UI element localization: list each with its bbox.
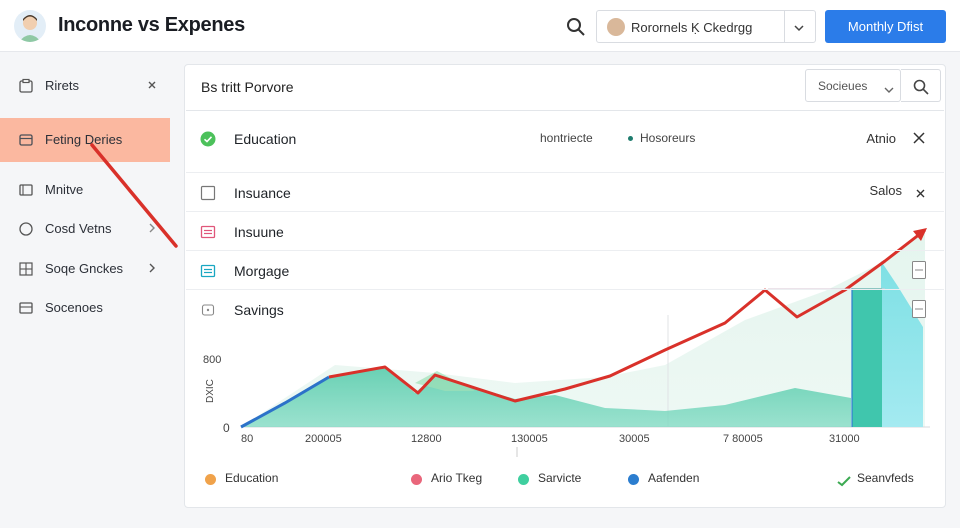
legend-dot: [518, 474, 529, 485]
legend-dot: [628, 474, 639, 485]
legend-label: Seanvfeds: [857, 471, 914, 485]
grid-icon: [18, 261, 34, 277]
app-title: Inconne vs Expenes: [58, 14, 245, 36]
legend-label: Sarvicte: [538, 471, 582, 485]
list-row-savings[interactable]: Savings: [186, 289, 944, 329]
row-label: Morgage: [234, 263, 290, 279]
row-meta: hontriecte: [540, 131, 593, 145]
blue-edge: [240, 375, 330, 429]
chevron-down-icon: [884, 82, 894, 93]
y-axis-label: DXIC: [205, 379, 216, 403]
area-cyan: [881, 261, 923, 427]
y-tick-label: 0: [223, 421, 230, 435]
box-icon: [200, 302, 216, 318]
chevron-down-icon[interactable]: [793, 21, 805, 33]
search-icon: [913, 79, 929, 95]
check-icon: [837, 474, 851, 487]
clipboard-icon: [18, 78, 34, 94]
row-action-text[interactable]: Atnio: [866, 131, 896, 146]
filter-select[interactable]: Socieues: [805, 69, 901, 102]
pink-card-icon: [200, 224, 216, 240]
sidebar-item-label: Rirets: [45, 78, 79, 93]
list-icon: [18, 300, 34, 316]
sidebar-item-cosd-vetns[interactable]: Cosd Vetns: [0, 207, 170, 251]
sidebar-item-label: Feting Deries: [45, 132, 123, 147]
check-circle-icon: [200, 131, 216, 147]
x-tick-label: 80: [241, 433, 253, 445]
filter-select-value: Socieues: [818, 79, 868, 93]
list-row-insuance[interactable]: Insuance Salos: [186, 172, 944, 212]
legend-label: Ario Tkeg: [431, 471, 483, 485]
divider: [784, 11, 785, 42]
note-icon[interactable]: [912, 261, 926, 279]
close-icon[interactable]: [146, 78, 158, 90]
sidebar-item-label: Socenoes: [45, 300, 103, 315]
legend-label: Education: [225, 471, 279, 485]
user-selector[interactable]: Rorornels Ḳ Ckedrgg: [596, 10, 816, 43]
row-meta: Hosoreurs: [640, 131, 696, 145]
row-label: Savings: [234, 302, 284, 318]
search-icon[interactable]: [565, 16, 587, 38]
checkbox-icon[interactable]: [200, 185, 216, 201]
close-icon[interactable]: [915, 186, 926, 198]
legend-label: Aafenden: [648, 471, 700, 485]
list-row-education[interactable]: Education hontriecte Hosoreurs Atnio: [186, 110, 944, 172]
y-tick-label: 800: [203, 354, 221, 366]
x-tick-label: 30005: [619, 433, 650, 445]
row-label: Insuance: [234, 185, 291, 201]
sidebar-item-soqe-gnckes[interactable]: Soqe Gnckes: [0, 247, 170, 291]
sidebar-item-socenoes[interactable]: Socenoes: [0, 286, 170, 330]
sidebar-item-rirets[interactable]: Rirets: [0, 64, 170, 108]
close-icon[interactable]: [912, 131, 926, 145]
chevron-right-icon[interactable]: [146, 261, 158, 273]
sidebar-item-mnitve[interactable]: Mnitve: [0, 168, 170, 212]
area-green-wedge: [415, 371, 475, 391]
area-teal: [241, 367, 851, 427]
user-avatar-icon: [607, 18, 625, 36]
area-light: [241, 230, 925, 427]
x-tick-label: 130005: [511, 433, 548, 445]
area-teal-column: [852, 288, 882, 427]
circle-icon: [18, 221, 34, 237]
chevron-right-icon[interactable]: [146, 221, 158, 233]
row-label: Insuune: [234, 224, 284, 240]
note-icon[interactable]: [912, 300, 926, 318]
trend-line: [328, 228, 926, 403]
avatar[interactable]: [14, 10, 46, 42]
row-label: Education: [234, 131, 297, 147]
sidebar: Rirets Feting Deries Mnitve Cosd Vetns S…: [0, 52, 170, 528]
sidebar-item-label: Mnitve: [45, 182, 84, 197]
folder-icon: [18, 182, 34, 198]
search-button[interactable]: [901, 69, 941, 102]
teal-card-icon: [200, 263, 216, 279]
legend-dot: [411, 474, 422, 485]
list-row-morgage[interactable]: Morgage: [186, 250, 944, 290]
main-card: Bs tritt Porvore Socieues: [184, 64, 946, 508]
status-dot: [628, 136, 633, 141]
trend-arrow-icon: [913, 228, 927, 241]
monthly-button[interactable]: Monthly Dfist: [825, 10, 946, 43]
wallet-icon: [18, 132, 34, 148]
x-tick-label: 12800: [411, 433, 442, 445]
x-tick-label: 7 80005: [723, 433, 763, 445]
chart-legend: Education Ario Tkeg Sarvicte Aafenden Se…: [185, 470, 945, 492]
user-name: Rorornels Ḳ Ckedrgg: [631, 20, 753, 35]
x-tick-label: 31000: [829, 433, 860, 445]
app-header: Inconne vs Expenes Rorornels Ḳ Ckedrgg M…: [0, 0, 960, 52]
row-action-text[interactable]: Salos: [869, 183, 902, 198]
sidebar-item-feting-deries[interactable]: Feting Deries: [0, 118, 170, 162]
x-tick-label: 200005: [305, 433, 342, 445]
sidebar-item-label: Soqe Gnckes: [45, 261, 124, 276]
list-row-insuune[interactable]: Insuune: [186, 211, 944, 251]
legend-dot: [205, 474, 216, 485]
sidebar-item-label: Cosd Vetns: [45, 221, 112, 236]
card-title: Bs tritt Porvore: [201, 79, 294, 95]
